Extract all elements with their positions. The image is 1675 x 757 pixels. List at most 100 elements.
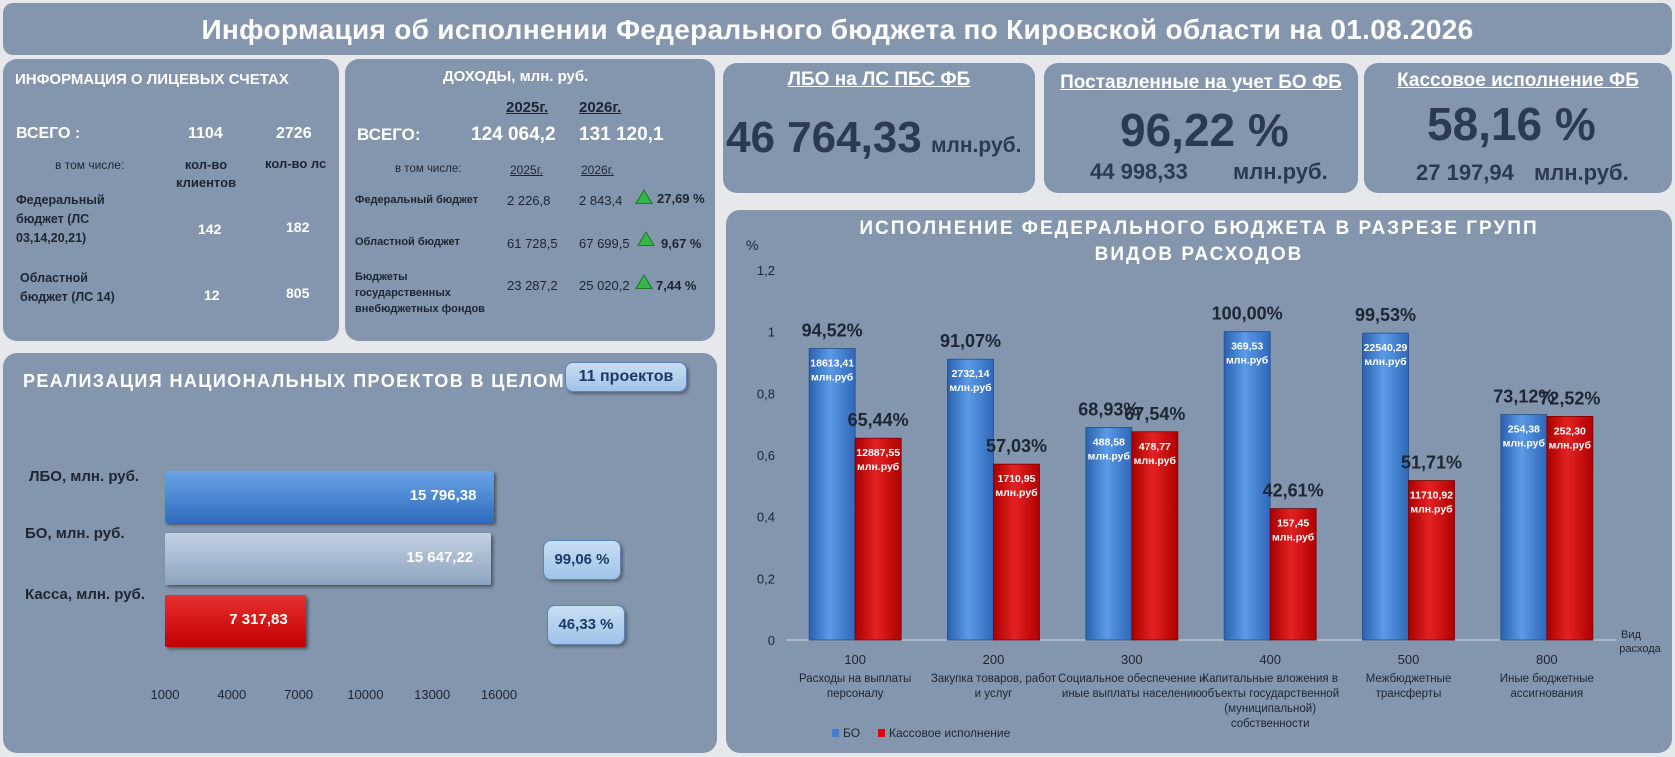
hbar-cash-value: 7 317,83 bbox=[229, 611, 288, 628]
growth-up-icon bbox=[635, 274, 653, 289]
category-name: Социальное обеспечение и bbox=[1058, 673, 1206, 685]
income-row-regional-2026: 67 699,5 bbox=[579, 236, 630, 251]
chart-y-label: % bbox=[746, 237, 758, 253]
category-code: 200 bbox=[983, 652, 1005, 667]
page-title: Информация об исполнении Федерального бю… bbox=[201, 14, 1474, 45]
hbar-axis: 1000 4000 7000 10000 13000 16000 bbox=[3, 687, 717, 707]
kpi-lbo-title: ЛБО на ЛС ПБС ФБ bbox=[787, 69, 971, 90]
bar-amount-unit: млн.руб bbox=[1088, 450, 1131, 462]
category-name: трансферты bbox=[1376, 688, 1442, 700]
expense-chart: ИСПОЛНЕНИЕ ФЕДЕРАЛЬНОГО БЮДЖЕТА В РАЗРЕЗ… bbox=[746, 218, 1662, 740]
bar-cash bbox=[1269, 508, 1317, 641]
income-sub-2025: 2025г. bbox=[510, 163, 543, 177]
bar-amount-label: 478,77 bbox=[1139, 441, 1171, 453]
accounts-total-label: ВСЕГО : bbox=[16, 125, 81, 142]
bar-percent-label: 91,07% bbox=[940, 331, 1001, 351]
hbar-axis-tick: 16000 bbox=[480, 687, 518, 702]
bar-amount-unit: млн.руб bbox=[995, 487, 1038, 499]
accounts-row-federal-ls: 182 bbox=[286, 219, 310, 235]
category-name: и услуг bbox=[975, 688, 1013, 700]
hbar-label-lbo: ЛБО, млн. руб. bbox=[29, 468, 140, 485]
hbar-lbo-value: 15 796,38 bbox=[409, 487, 477, 504]
accounts-row-regional-label: Областной бюджет (ЛС 14) bbox=[20, 271, 115, 304]
bar-amount-label: 369,53 bbox=[1231, 341, 1263, 353]
bar-amount-label: 252,30 bbox=[1554, 425, 1586, 437]
category-code: 500 bbox=[1398, 652, 1420, 667]
category-name: Межбюджетные bbox=[1366, 673, 1451, 685]
y-tick-label: 0 bbox=[768, 633, 775, 648]
category-name: Расходы на выплаты bbox=[799, 673, 911, 685]
y-tick-label: 1,2 bbox=[757, 263, 775, 278]
bar-amount-unit: млн.руб bbox=[1410, 504, 1453, 516]
projects-bo-percent: 99,06 % bbox=[543, 540, 621, 580]
hbar-axis-tick: 4000 bbox=[217, 687, 247, 702]
kpi-bo-value: 44 998,33 bbox=[1090, 159, 1188, 184]
bar-amount-label: 1710,95 bbox=[998, 473, 1036, 485]
kpi-bo-title: Поставленные на учет БО ФБ bbox=[1060, 72, 1342, 93]
bar-amount-unit: млн.руб bbox=[1364, 356, 1407, 368]
income-row-funds-label: Бюджеты государственных внебюджетных фон… bbox=[355, 271, 485, 315]
category-code: 400 bbox=[1259, 652, 1281, 667]
income-including: в том числе: bbox=[395, 163, 462, 175]
income-row-federal-2026: 2 843,4 bbox=[579, 193, 623, 208]
income-row-federal-label: Федеральный бюджет bbox=[355, 194, 479, 206]
bar-amount-unit: млн.руб bbox=[1549, 439, 1592, 451]
income-row-funds-2025: 23 287,2 bbox=[507, 278, 558, 293]
category-code: 100 bbox=[844, 652, 866, 667]
category-name: персоналу bbox=[827, 688, 884, 700]
bar-amount-label: 11710,92 bbox=[1410, 490, 1453, 502]
category-name: Иные бюджетные bbox=[1500, 673, 1594, 685]
y-tick-label: 0,4 bbox=[757, 510, 775, 525]
income-panel: ДОХОДЫ, млн. руб. 2025г. 2026г. ВСЕГО: 1… bbox=[345, 59, 715, 341]
bar-amount-label: 254,38 bbox=[1508, 424, 1540, 436]
accounts-col-clients: кол-во клиентов bbox=[175, 157, 237, 190]
category-name: иные выплаты населению bbox=[1062, 688, 1202, 700]
accounts-total-clients: 1104 bbox=[188, 125, 223, 142]
category-name: Капитальные вложения в bbox=[1202, 673, 1338, 685]
bar-amount-unit: млн.руб bbox=[857, 461, 900, 473]
bar-percent-label: 72,52% bbox=[1539, 388, 1600, 408]
hbar-bo-value: 15 647,22 bbox=[406, 549, 474, 566]
bar-amount-label: 12887,55 bbox=[856, 447, 900, 459]
kpi-cash-panel: Кассовое исполнение ФБ 58,16 % 27 197,94… bbox=[1364, 63, 1672, 193]
bar-bo bbox=[808, 348, 856, 641]
title-bar: Информация об исполнении Федерального бю… bbox=[3, 3, 1672, 55]
kpi-bo-panel: Поставленные на учет БО ФБ 96,22 % 44 99… bbox=[1044, 63, 1358, 193]
kpi-lbo-value: 46 764,33 bbox=[726, 113, 922, 162]
bar-cash bbox=[1131, 431, 1179, 641]
kpi-cash-unit: млн.руб. bbox=[1534, 160, 1629, 185]
hbar-lbo: 15 796,38 bbox=[165, 471, 495, 523]
hbar-label-bo: БО, млн. руб. bbox=[25, 525, 125, 542]
bar-amount-label: 157,45 bbox=[1277, 518, 1309, 530]
chart-title-line2: ВИДОВ РАСХОДОВ bbox=[1095, 244, 1304, 265]
hbar-axis-tick: 7000 bbox=[284, 687, 314, 702]
income-total-2026: 131 120,1 bbox=[579, 124, 664, 145]
income-row-federal-growth: 27,69 % bbox=[657, 191, 705, 206]
projects-count-badge: 11 проектов bbox=[565, 362, 687, 392]
accounts-including: в том числе: bbox=[55, 158, 125, 172]
hbar-axis-tick: 13000 bbox=[414, 687, 451, 702]
income-row-funds-2026: 25 020,2 bbox=[579, 278, 630, 293]
accounts-row-federal-label: Федеральный бюджет (ЛС 03,14,20,21) bbox=[16, 193, 105, 245]
kpi-cash-percent: 58,16 % bbox=[1427, 98, 1596, 150]
hbar-bo: 15 647,22 bbox=[165, 533, 492, 585]
hbar-axis-tick: 10000 bbox=[347, 687, 384, 702]
y-tick-label: 0,6 bbox=[757, 448, 775, 463]
legend-cash-label: Кассовое исполнение bbox=[889, 726, 1011, 740]
bar-amount-label: 18613,41 bbox=[810, 358, 854, 370]
bar-percent-label: 57,03% bbox=[986, 436, 1047, 456]
kpi-cash-title: Кассовое исполнение ФБ bbox=[1397, 70, 1639, 91]
category-name: Закупка товаров, работ bbox=[931, 673, 1057, 685]
bar-cash bbox=[1408, 480, 1455, 641]
bar-percent-label: 65,44% bbox=[848, 410, 909, 430]
projects-heading: РЕАЛИЗАЦИЯ НАЦИОНАЛЬНЫХ ПРОЕКТОВ В ЦЕЛОМ bbox=[23, 371, 566, 391]
accounts-col-ls: кол-во лс bbox=[265, 156, 327, 171]
accounts-row-regional-clients: 12 bbox=[204, 287, 220, 303]
bar-amount-unit: млн.руб bbox=[1226, 355, 1269, 367]
bar-amount-unit: млн.руб bbox=[949, 382, 992, 394]
bar-cash bbox=[993, 463, 1040, 641]
bar-bo bbox=[1223, 331, 1271, 641]
category-name: собственности bbox=[1231, 718, 1310, 730]
expense-chart-panel: ИСПОЛНЕНИЕ ФЕДЕРАЛЬНОГО БЮДЖЕТА В РАЗРЕЗ… bbox=[726, 210, 1672, 753]
bar-cash bbox=[854, 437, 902, 641]
